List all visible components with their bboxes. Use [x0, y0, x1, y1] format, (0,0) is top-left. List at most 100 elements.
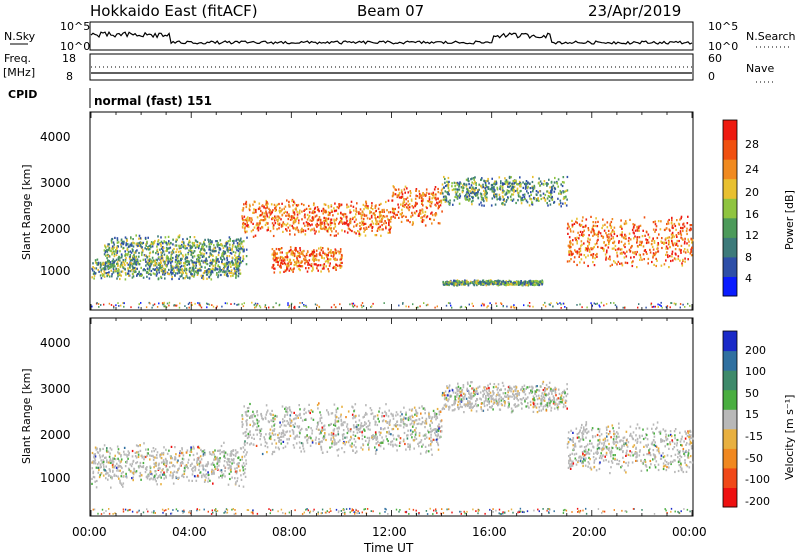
scatter-point: [135, 258, 138, 262]
scatter-point: [475, 194, 477, 197]
scatter-point: [593, 246, 595, 249]
scatter-point: [184, 258, 187, 261]
scatter-point: [204, 270, 206, 273]
scatter-point: [411, 214, 414, 217]
scatter-point: [113, 263, 115, 266]
scatter-point: [388, 223, 390, 227]
scatter-point: [652, 252, 655, 255]
scatter-point: [340, 217, 343, 220]
scatter-point: [623, 244, 625, 247]
scatter-point: [147, 264, 150, 267]
scatter-point: [301, 228, 303, 231]
scatter-point: [297, 230, 300, 234]
scatter-point: [315, 223, 317, 227]
scatter-point: [192, 267, 194, 270]
scatter-point: [168, 243, 171, 246]
scatter-point: [308, 259, 311, 262]
scatter-point: [293, 264, 296, 267]
scatter-point: [129, 257, 131, 260]
scatter-point: [284, 205, 287, 208]
scatter-point: [657, 306, 659, 308]
scatter-point: [442, 195, 445, 198]
scatter-point: [149, 302, 151, 305]
scatter-point: [108, 455, 111, 458]
scatter-point: [525, 184, 527, 187]
scatter-point: [236, 466, 238, 470]
scatter-point: [140, 302, 142, 304]
scatter-point: [148, 269, 151, 272]
scatter-point: [220, 469, 223, 472]
scatter-point: [220, 471, 223, 474]
scatter-point: [285, 228, 287, 231]
scatter-point: [624, 252, 626, 255]
scatter-point: [483, 189, 485, 192]
scatter-point: [265, 201, 268, 205]
scatter-point: [154, 474, 156, 477]
scatter-point: [301, 302, 303, 304]
scatter-point: [170, 242, 172, 245]
scatter-point: [494, 180, 496, 183]
scatter-point: [235, 452, 237, 455]
scatter-point: [197, 257, 199, 261]
scatter-point: [146, 248, 148, 251]
scatter-point: [193, 458, 195, 461]
scatter-point: [651, 242, 653, 246]
scatter-point: [265, 221, 268, 224]
scatter-point: [116, 262, 118, 265]
scatter-point: [117, 452, 120, 455]
scatter-point: [574, 249, 576, 252]
scatter-point: [193, 447, 195, 450]
scatter-point: [414, 197, 417, 200]
scatter-point: [435, 213, 438, 216]
scatter-point: [212, 267, 214, 270]
scatter-point: [173, 470, 176, 473]
scatter-point: [686, 242, 688, 245]
scatter-point: [212, 472, 214, 475]
scatter-point: [238, 255, 240, 258]
scatter-point: [521, 198, 523, 202]
nsky-tick-bottom: 10^0: [60, 40, 90, 53]
scatter-point: [110, 239, 113, 242]
scatter-point: [276, 257, 278, 260]
scatter-point: [100, 304, 102, 306]
scatter-point: [338, 252, 341, 255]
scatter-point: [205, 463, 208, 466]
scatter-point: [456, 181, 459, 184]
scatter-point: [103, 249, 106, 252]
scatter-point: [571, 219, 573, 222]
scatter-point: [218, 460, 221, 463]
scatter-point: [464, 279, 466, 282]
scatter-point: [131, 477, 133, 480]
scatter-point: [238, 462, 240, 465]
colorbar-frame: [722, 119, 738, 297]
scatter-point: [318, 259, 320, 262]
scatter-point: [483, 200, 485, 203]
scatter-point: [671, 242, 674, 245]
scatter-point: [153, 303, 156, 306]
scatter-point: [386, 215, 388, 218]
scatter-point: [127, 467, 130, 470]
scatter-point: [208, 275, 210, 279]
scatter-point: [238, 257, 240, 261]
scatter-point: [657, 242, 659, 245]
scatter-point: [330, 218, 332, 221]
scatter-point: [227, 467, 230, 470]
scatter-point: [166, 249, 168, 252]
scatter-point: [655, 264, 657, 268]
scatter-point: [406, 187, 408, 190]
scatter-point: [156, 451, 159, 454]
scatter-point: [603, 241, 605, 244]
scatter-point: [673, 222, 676, 226]
scatter-point: [163, 446, 165, 449]
scatter-point: [285, 224, 288, 227]
scatter-point: [132, 275, 135, 278]
scatter-point: [307, 261, 310, 264]
scatter-point: [678, 239, 680, 243]
scatter-point: [495, 302, 497, 305]
scatter-point: [230, 303, 232, 305]
scatter-point: [331, 221, 333, 225]
scatter-point: [333, 257, 335, 261]
scatter-point: [588, 234, 590, 237]
scatter-point: [96, 448, 98, 451]
scatter-point: [288, 304, 291, 307]
